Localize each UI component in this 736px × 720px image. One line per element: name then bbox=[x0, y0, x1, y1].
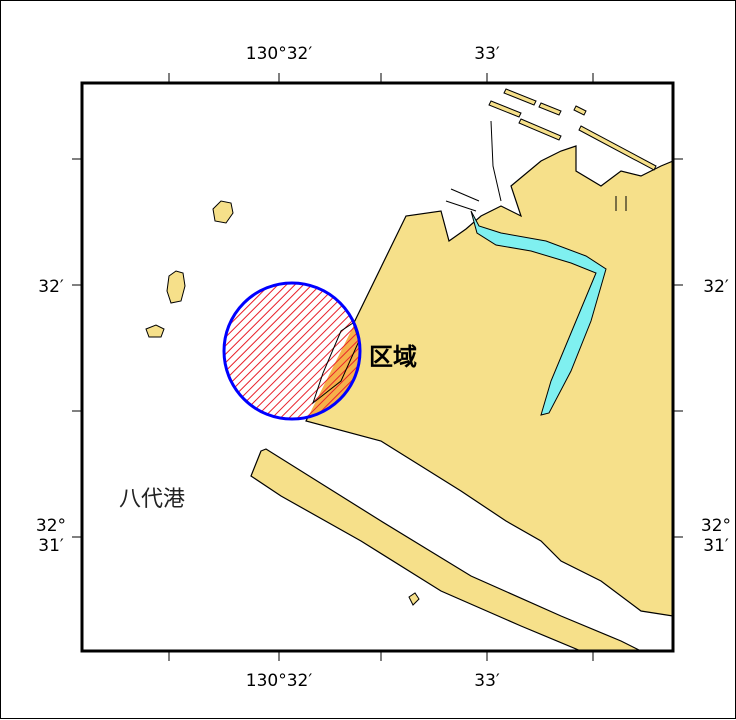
right-lat-label-31-line2: 31′ bbox=[703, 536, 729, 556]
area-circle bbox=[222, 281, 362, 421]
bottom-lon-label-130-32: 130°32′ bbox=[246, 671, 313, 691]
place-name-yatsushiro-port: 八代港 bbox=[119, 487, 185, 512]
area-label: 区域 bbox=[369, 343, 417, 371]
harbor-detail-lines bbox=[445, 120, 627, 212]
tick-marks bbox=[72, 73, 683, 661]
left-lat-label-32: 32′ bbox=[38, 277, 64, 297]
port-land-lower-strip bbox=[250, 448, 642, 651]
island-2 bbox=[166, 270, 186, 304]
left-lat-label-31-line2: 31′ bbox=[38, 536, 64, 556]
right-lat-label-32: 32′ bbox=[703, 277, 729, 297]
island-1 bbox=[212, 200, 234, 224]
port-channel bbox=[470, 210, 607, 416]
map-interior bbox=[82, 83, 673, 651]
top-lon-label-33: 33′ bbox=[474, 44, 500, 64]
breakwater-piers bbox=[488, 88, 657, 171]
top-lon-label-130-32: 130°32′ bbox=[246, 44, 313, 64]
right-lat-label-31-line1: 32° bbox=[701, 516, 731, 536]
left-lat-label-31-line1: 32° bbox=[36, 516, 66, 536]
bottom-lon-label-33: 33′ bbox=[474, 671, 500, 691]
island-3 bbox=[145, 324, 165, 338]
island-4 bbox=[408, 592, 420, 606]
map-border bbox=[80, 81, 675, 653]
